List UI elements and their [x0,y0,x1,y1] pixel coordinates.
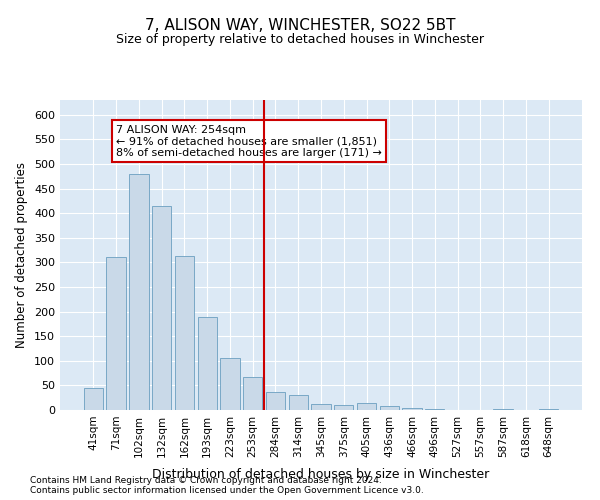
Bar [129,174,149,410]
Text: 7, ALISON WAY, WINCHESTER, SO22 5BT: 7, ALISON WAY, WINCHESTER, SO22 5BT [145,18,455,32]
Bar [266,392,285,410]
Bar [243,376,262,410]
Text: 7 ALISON WAY: 254sqm
← 91% of detached houses are smaller (1,851)
8% of semi-det: 7 ALISON WAY: 254sqm ← 91% of detached h… [116,124,382,158]
Y-axis label: Number of detached properties: Number of detached properties [16,162,28,348]
Bar [539,409,558,410]
Bar [289,394,308,410]
Bar [84,388,103,410]
Bar [220,358,239,410]
Bar [334,405,353,410]
Bar [425,409,445,410]
Bar [493,408,513,410]
X-axis label: Distribution of detached houses by size in Winchester: Distribution of detached houses by size … [152,468,490,481]
Bar [357,403,376,410]
Text: Size of property relative to detached houses in Winchester: Size of property relative to detached ho… [116,32,484,46]
Bar [380,406,399,410]
Bar [403,408,422,410]
Bar [175,256,194,410]
Bar [152,206,172,410]
Bar [197,316,217,410]
Bar [106,257,126,410]
Bar [311,404,331,410]
Text: Contains HM Land Registry data © Crown copyright and database right 2024.
Contai: Contains HM Land Registry data © Crown c… [30,476,424,495]
